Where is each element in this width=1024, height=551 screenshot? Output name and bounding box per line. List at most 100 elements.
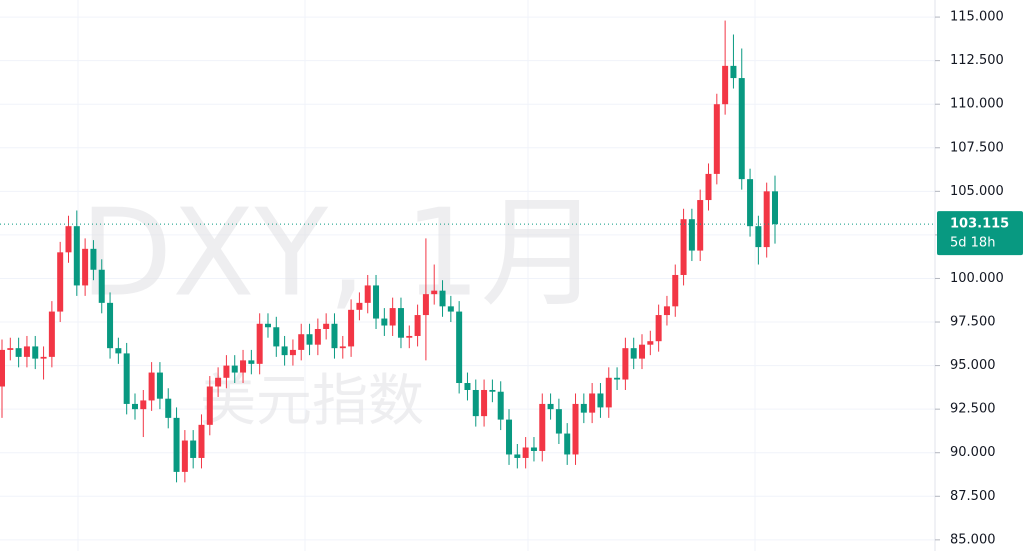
candle-body: [514, 454, 521, 458]
candle-body: [489, 389, 496, 392]
candle-body: [48, 311, 55, 357]
candle-body: [98, 269, 105, 303]
candle-body: [165, 398, 172, 418]
y-tick-label: 87.500: [950, 489, 996, 504]
y-tick-label: 110.000: [950, 97, 1004, 112]
candle-body: [722, 65, 729, 105]
candle-body: [264, 323, 271, 328]
y-tick-label: 90.000: [950, 445, 996, 460]
candle-body: [115, 348, 122, 354]
candle-body: [298, 334, 305, 350]
candle-body: [82, 248, 89, 286]
candle-body: [497, 391, 504, 420]
candle-body: [240, 360, 247, 373]
grid: [0, 0, 935, 551]
candle-body: [323, 323, 330, 329]
candle-body: [273, 327, 280, 347]
candle-body: [705, 173, 712, 201]
countdown-label: 5d 18h: [950, 236, 995, 251]
candle-body: [589, 393, 596, 413]
candle-body: [439, 290, 446, 307]
candle-body: [547, 403, 554, 410]
candle-body: [198, 424, 205, 458]
candle-body: [281, 346, 288, 356]
candle-body: [32, 346, 39, 359]
candle-body: [331, 323, 338, 349]
candle-body: [597, 393, 604, 408]
candle-body: [655, 315, 662, 342]
candle-body: [131, 403, 138, 410]
y-tick-label: 85.000: [950, 532, 996, 547]
candle-body: [40, 356, 47, 359]
y-tick-label: 92.500: [950, 402, 996, 417]
y-tick-label: 112.500: [950, 53, 1004, 68]
candle-body: [364, 285, 371, 303]
candle-body: [697, 200, 704, 251]
y-tick-label: 100.000: [950, 271, 1004, 286]
candle-body: [215, 377, 222, 387]
candle-body: [464, 383, 471, 390]
candle-body: [0, 349, 5, 387]
candle-body: [397, 308, 404, 338]
candle-body: [73, 226, 80, 286]
last-price-box: [937, 211, 1023, 256]
candle-body: [356, 302, 363, 310]
candle-body: [564, 433, 571, 455]
candle-body: [555, 409, 562, 434]
candle-body: [738, 78, 745, 180]
candle-body: [107, 302, 114, 349]
candle-body: [190, 440, 197, 458]
candle-body: [447, 306, 454, 312]
candle-body: [181, 440, 188, 472]
candle-body: [713, 104, 720, 174]
candle-body: [422, 294, 429, 316]
candle-body: [622, 348, 629, 380]
candle-body: [289, 349, 296, 356]
candle-body: [314, 328, 321, 345]
candle-body: [348, 309, 355, 347]
candle-body: [248, 360, 255, 364]
candle-body: [231, 365, 238, 373]
candle-body: [755, 226, 762, 248]
candle-body: [7, 348, 14, 350]
candle-body: [614, 377, 621, 380]
candle-body: [123, 353, 130, 404]
candle-body: [539, 403, 546, 451]
candle-body: [57, 252, 64, 312]
candle-body: [639, 344, 646, 359]
candle-body: [306, 334, 313, 345]
watermark-name: 美元指数: [200, 369, 424, 434]
candle-body: [672, 274, 679, 307]
candle-body: [431, 290, 438, 295]
candle-body: [605, 377, 612, 408]
candle-body: [223, 365, 230, 378]
candle-body: [256, 323, 263, 364]
candle-body: [688, 219, 695, 251]
candle-body: [680, 219, 687, 275]
y-tick-label: 115.000: [950, 10, 1004, 25]
candle-body: [15, 348, 22, 357]
candle-body: [206, 386, 213, 425]
candle-body: [630, 348, 637, 359]
candle-body: [389, 308, 396, 326]
candle-body: [747, 179, 754, 227]
candle-body: [772, 191, 778, 225]
candle-body: [481, 389, 488, 417]
candle-body: [730, 65, 737, 79]
candle-body: [472, 389, 479, 417]
candle-body: [90, 248, 97, 270]
last-price-label: 103.115: [950, 217, 1009, 232]
candle-body: [456, 311, 463, 384]
candle-body: [140, 400, 147, 410]
candle-body: [65, 226, 72, 253]
candle-body: [414, 315, 421, 336]
candle-body: [580, 403, 587, 413]
y-tick-label: 107.500: [950, 140, 1004, 155]
y-tick-label: 95.000: [950, 358, 996, 373]
candle-body: [23, 346, 30, 357]
candle-body: [763, 191, 770, 248]
candle-body: [156, 372, 163, 399]
candle-body: [148, 372, 155, 401]
